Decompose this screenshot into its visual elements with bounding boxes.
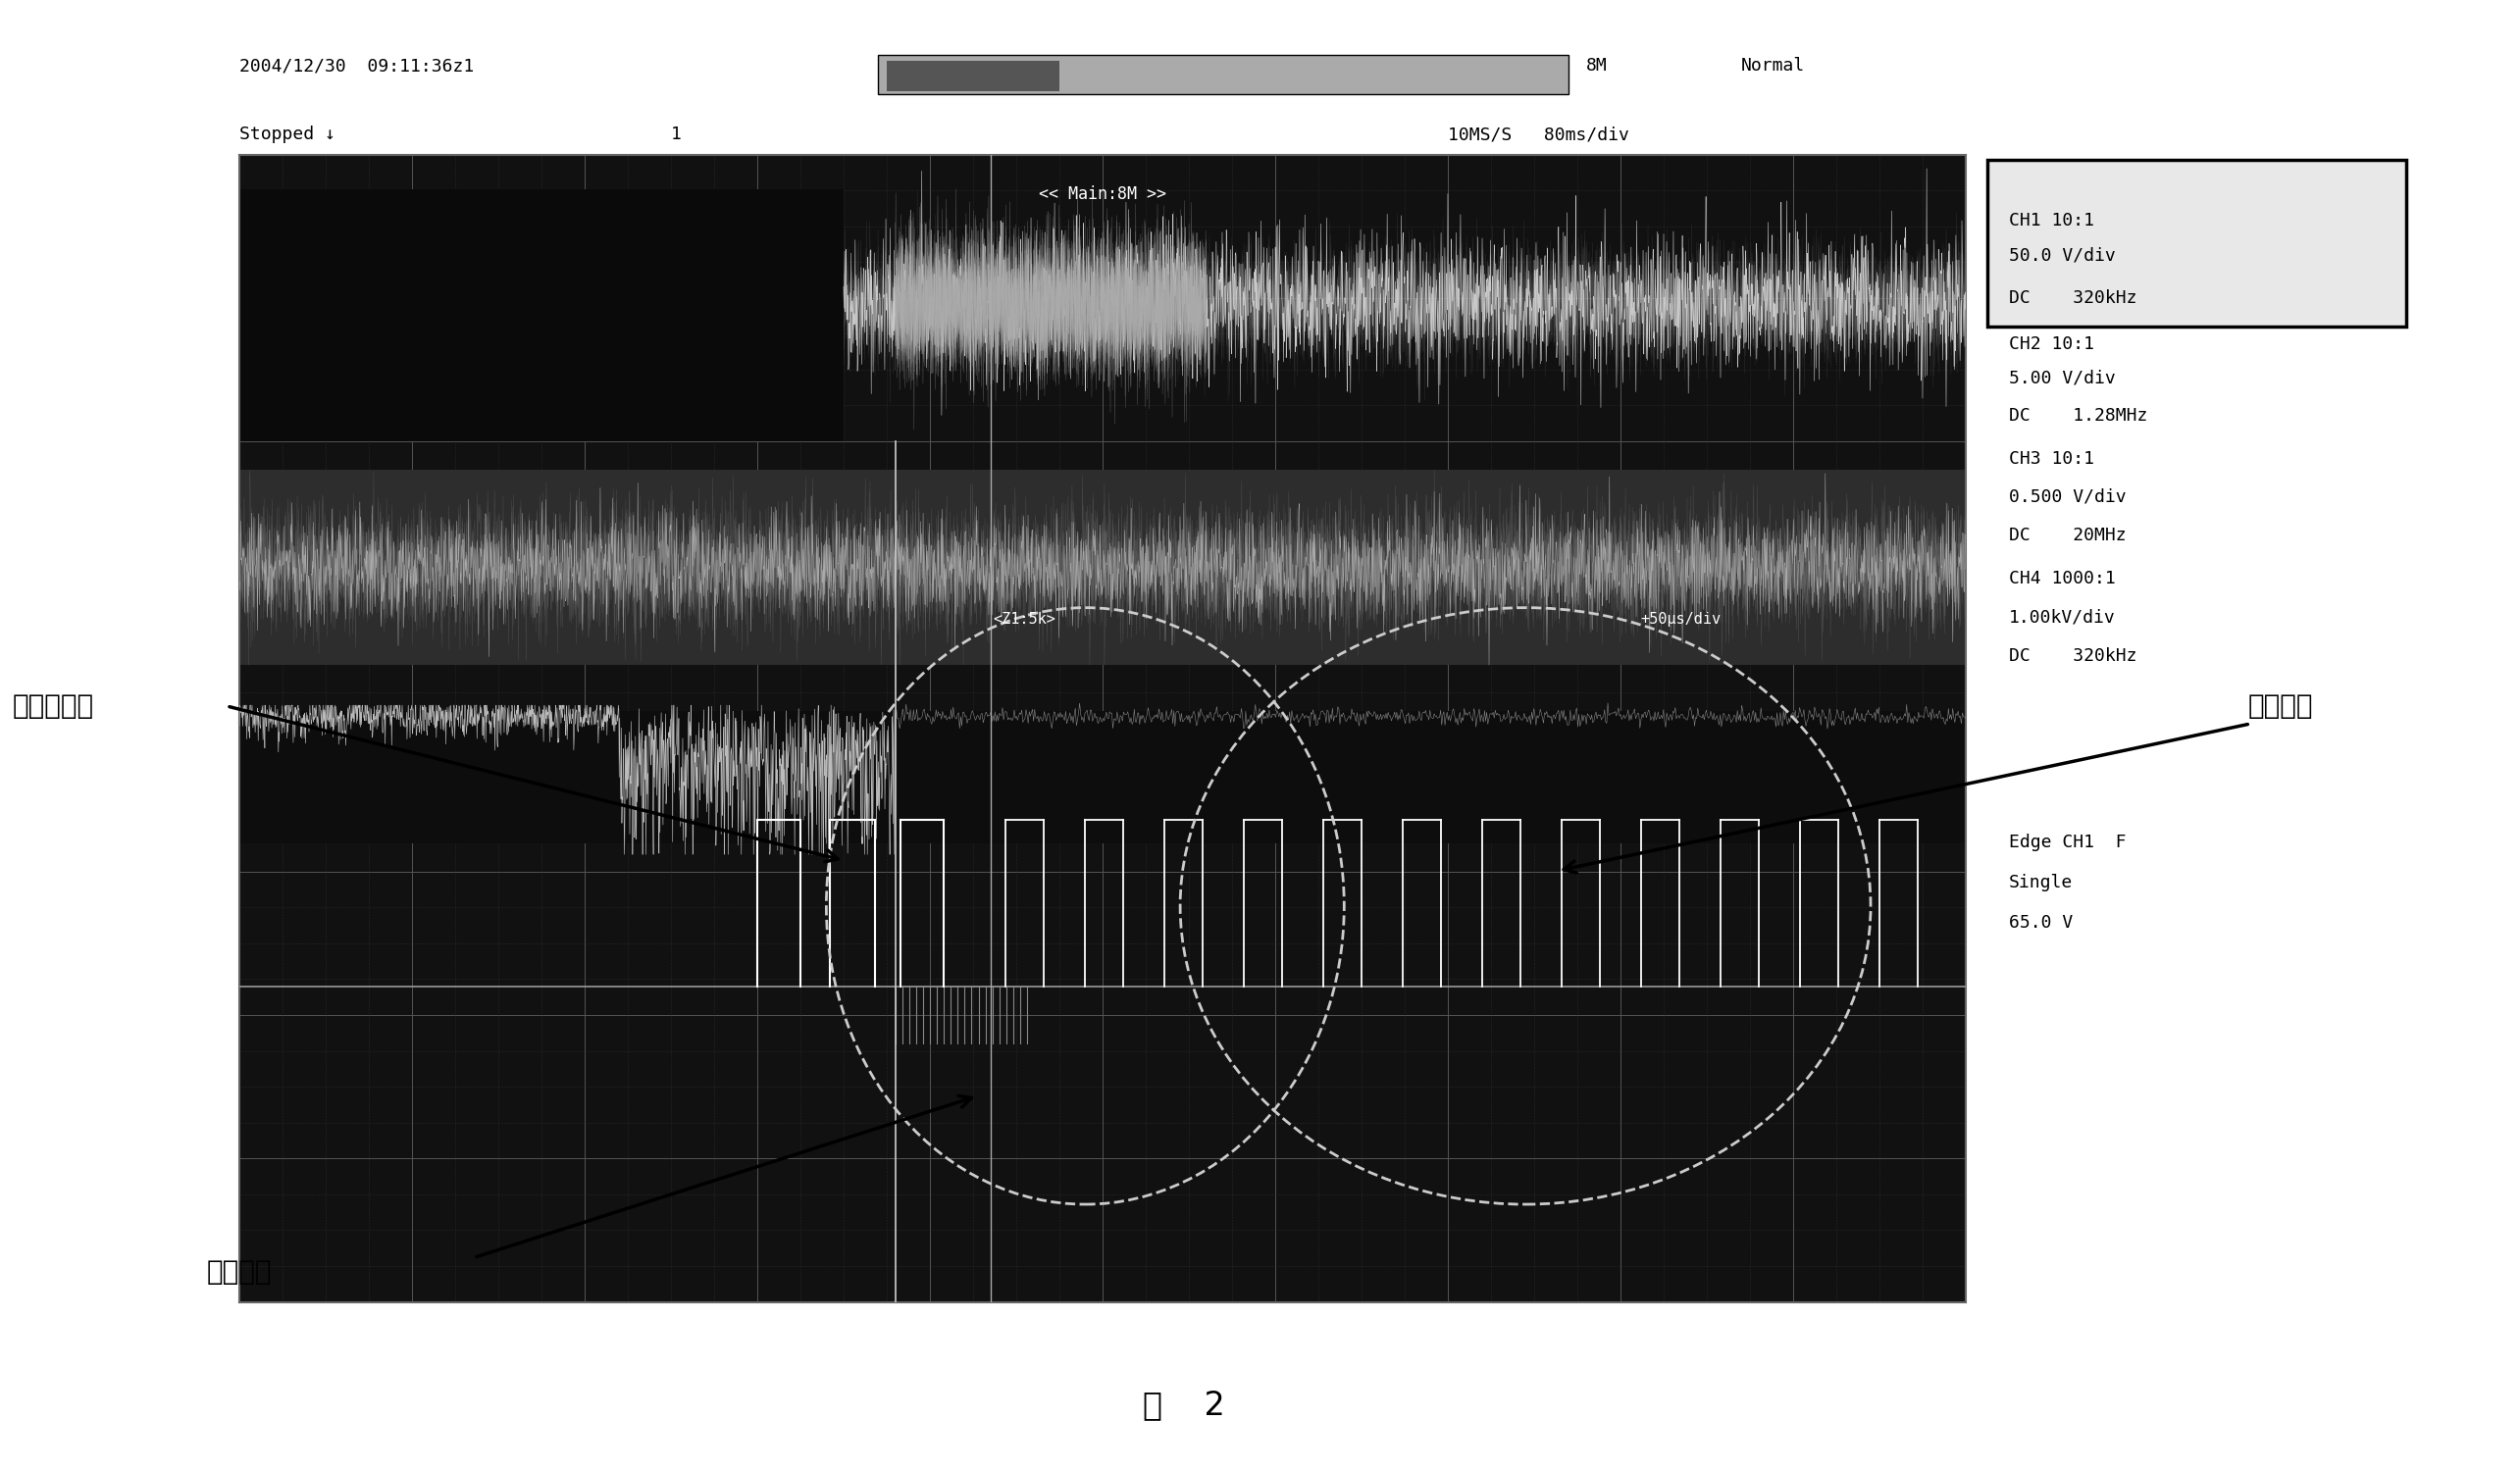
- Text: 灯体电压: 灯体电压: [207, 1259, 272, 1286]
- Text: DC    1.28MHz: DC 1.28MHz: [2008, 407, 2147, 425]
- Text: DC    20MHz: DC 20MHz: [2008, 527, 2127, 544]
- Text: 8M: 8M: [1585, 57, 1608, 75]
- Text: CH4 1000:1: CH4 1000:1: [2008, 571, 2117, 588]
- Text: 5.00 V/div: 5.00 V/div: [2008, 369, 2117, 387]
- Bar: [239, 188, 844, 441]
- Text: +50μs/div: +50μs/div: [1641, 612, 1721, 627]
- Text: Edge CH1  F: Edge CH1 F: [2008, 834, 2127, 852]
- Text: 0.500 V/div: 0.500 V/div: [2008, 487, 2127, 505]
- Text: Single: Single: [2008, 874, 2074, 891]
- Bar: [877, 54, 1567, 94]
- Text: << Main:8M >>: << Main:8M >>: [1038, 185, 1167, 203]
- Text: Stopped ↓: Stopped ↓: [239, 127, 335, 144]
- Text: 50.0 V/div: 50.0 V/div: [2008, 247, 2117, 265]
- Text: CH1 10:1: CH1 10:1: [2008, 212, 2094, 229]
- Text: DC    320kHz: DC 320kHz: [2008, 288, 2137, 307]
- Text: 图    2: 图 2: [1144, 1389, 1225, 1421]
- Text: 2004/12/30  09:11:36z1: 2004/12/30 09:11:36z1: [239, 57, 474, 75]
- Bar: [239, 471, 1966, 665]
- Text: DC    320kHz: DC 320kHz: [2008, 647, 2137, 665]
- Text: 1.00kV/div: 1.00kV/div: [2008, 608, 2117, 625]
- Bar: [887, 60, 1058, 91]
- Bar: [1988, 160, 2407, 327]
- Text: CH3 10:1: CH3 10:1: [2008, 450, 2094, 468]
- Text: CH2 10:1: CH2 10:1: [2008, 335, 2094, 353]
- Text: 1: 1: [670, 127, 680, 144]
- Bar: [239, 710, 1966, 843]
- Text: Normal: Normal: [1741, 57, 1804, 75]
- Text: 正常频率: 正常频率: [2248, 693, 2313, 719]
- Text: 经改变频率: 经改变频率: [13, 693, 93, 719]
- Text: 10MS/S   80ms/div: 10MS/S 80ms/div: [1446, 127, 1628, 144]
- Text: 65.0 V: 65.0 V: [2008, 915, 2074, 933]
- Text: <Z1:5k>: <Z1:5k>: [993, 612, 1056, 627]
